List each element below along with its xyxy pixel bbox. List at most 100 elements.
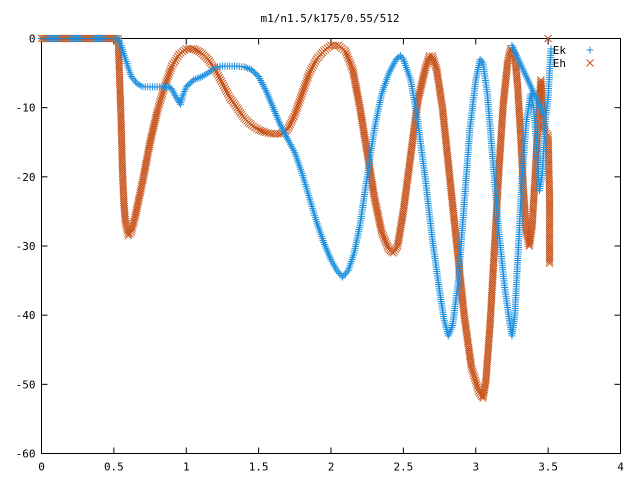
data-point (171, 56, 180, 65)
data-point (474, 385, 482, 393)
data-point (152, 109, 161, 118)
data-point (298, 89, 306, 98)
y-tick-label: -50 (16, 378, 36, 391)
data-point (166, 66, 175, 75)
data-point (129, 219, 138, 228)
data-point (216, 75, 225, 84)
data-point (290, 112, 298, 121)
data-point (218, 79, 227, 88)
data-point (163, 74, 172, 83)
data-point (331, 41, 340, 50)
data-point (310, 59, 319, 68)
data-point (344, 55, 353, 64)
data-point (504, 54, 513, 62)
data-point (539, 121, 548, 129)
data-point (130, 76, 138, 84)
data-point (172, 54, 181, 63)
data-point (341, 47, 350, 55)
data-point (157, 94, 166, 102)
data-point (379, 232, 388, 240)
x-tick-label: 0.5 (104, 461, 124, 474)
data-point (132, 78, 140, 86)
data-point (204, 69, 212, 77)
data-point (164, 72, 173, 81)
data-point (288, 116, 296, 125)
data-point (170, 58, 179, 67)
data-point (396, 52, 404, 60)
data-point (167, 62, 176, 71)
data-point (159, 87, 168, 96)
data-point (292, 106, 301, 115)
x-tick-label: 1.5 (249, 461, 269, 474)
data-point (294, 100, 303, 109)
data-point (219, 81, 228, 90)
data-point (129, 74, 137, 82)
x-axis: 0 0.5 1 1.5 2 2.5 3 3.5 4 (38, 38, 624, 474)
data-point (398, 54, 406, 62)
data-point (153, 107, 162, 115)
data-point (307, 65, 316, 73)
y-tick-label: -10 (16, 102, 36, 115)
data-point (206, 68, 214, 76)
data-point (291, 108, 300, 117)
data-point (158, 89, 167, 98)
data-point (382, 239, 391, 248)
data-point (213, 69, 222, 78)
data-point (333, 266, 341, 274)
data-point (285, 122, 294, 130)
data-point (303, 73, 312, 82)
data-point (209, 65, 217, 73)
data-point (540, 111, 548, 119)
data-point (220, 83, 229, 92)
data-point (127, 73, 135, 81)
data-point (242, 64, 250, 72)
data-point (295, 98, 304, 106)
data-point (545, 257, 554, 265)
legend-label: Ek (553, 44, 567, 57)
data-point (154, 105, 162, 113)
y-tick-label: -40 (16, 309, 36, 322)
data-point (339, 273, 347, 281)
data-point (378, 230, 387, 238)
data-point (127, 226, 136, 234)
y-tick-label: -30 (16, 240, 36, 253)
data-point (341, 270, 349, 278)
data-point (343, 51, 351, 59)
data-point (342, 49, 351, 57)
data-point (306, 67, 315, 75)
data-point (167, 64, 175, 73)
data-point (169, 60, 177, 69)
data-point (293, 104, 301, 113)
data-point (471, 376, 480, 385)
data-point (472, 380, 481, 389)
series-layer (37, 34, 555, 403)
data-point (309, 61, 318, 70)
data-point (468, 365, 476, 374)
data-point (340, 271, 348, 279)
data-point (380, 234, 388, 242)
data-point (284, 124, 293, 132)
data-point (377, 228, 386, 237)
data-point (200, 71, 208, 79)
data-point (544, 34, 552, 43)
data-point (193, 75, 201, 83)
data-point (197, 73, 205, 81)
data-point (298, 87, 307, 96)
data-point (121, 217, 130, 226)
data-point (293, 102, 302, 111)
data-point (289, 114, 297, 123)
x-tick-label: 1 (183, 461, 190, 474)
data-point (130, 215, 139, 224)
data-point (162, 76, 171, 85)
data-point (199, 72, 207, 80)
data-point (214, 71, 223, 80)
data-point (155, 100, 164, 109)
data-point (347, 61, 355, 70)
chart-title: m1/n1.5/k175/0.55/512 (260, 12, 399, 25)
data-point (165, 70, 173, 79)
legend-label: Eh (553, 57, 566, 70)
data-point (300, 83, 309, 92)
data-point (395, 53, 403, 61)
x-tick-label: 3.5 (538, 461, 558, 474)
data-point (476, 55, 484, 63)
